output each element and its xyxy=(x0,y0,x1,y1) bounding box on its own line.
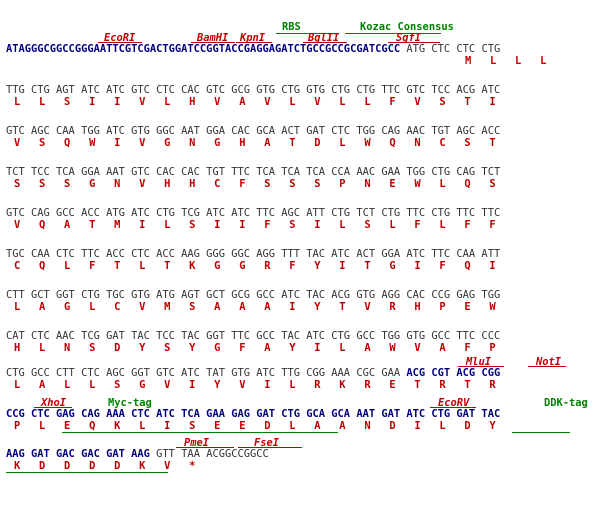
codon-line-10: AAG GAT GAC GAC GAT AAG GTT TAA ACGGCCGG… xyxy=(6,448,269,460)
ddk-tag-underline-1 xyxy=(512,432,570,433)
sgfi-label: SgfI xyxy=(396,32,422,44)
codon-line-5: TGC CAA CTC TTC ACC CTC ACC AAG GGG GGC … xyxy=(6,248,501,260)
codon-line-1: TTG CTG AGT ATC ATC GTC CTC CAC GTC GCG … xyxy=(6,84,501,96)
ddk-tag-underline-2 xyxy=(6,472,168,473)
myc-tag-underline xyxy=(62,432,338,433)
rbs-label: RBS xyxy=(282,21,301,33)
ecori-label: EcoRI xyxy=(104,32,136,44)
codon-line-7: CAT CTC AAC TCG GAT TAC TCC TAC GGT TTC … xyxy=(6,330,501,342)
bamhi-label: BamHI xyxy=(197,32,229,44)
codon-line-8-linker: ACG CGT ACG CGG xyxy=(406,367,501,379)
kozac-label: Kozac Consensus xyxy=(360,21,454,33)
pmei-overline xyxy=(176,447,234,448)
aa-line-4: V Q A T M I L S I I F S I L S L F L F F xyxy=(14,219,496,231)
header-leader-seq: ATAGGGCGGCCGGGAATTCGTCGACTGGATCCGGTACCGA… xyxy=(6,43,401,55)
codon-line-4: GTC CAG GCC ACC ATG ATC CTG TCG ATC ATC … xyxy=(6,207,501,219)
header-codons: ATG CTC CTC CTG xyxy=(406,43,501,55)
rbs-overline xyxy=(276,33,339,34)
codon-line-8: CTG GCC CTT CTC AGC GGT GTC ATC TAT GTG … xyxy=(6,367,500,379)
kpni-label: KpnI xyxy=(240,32,266,44)
codon-line-2: GTC AGC CAA TGG ATC GTG GGC AAT GGA CAC … xyxy=(6,125,501,137)
aa-line-7: H L N S D Y S Y G F A Y I L A W V A F P xyxy=(14,342,496,354)
aa-line-6: L A G L C V M S A A A I Y T V R H P E W xyxy=(14,301,496,313)
aa-line-1: L L S I I V L H V A V L V L L F V S T I xyxy=(14,96,496,108)
sgfi-overline xyxy=(388,42,440,43)
codon-line-8-orf: CTG GCC CTT CTC AGC GGT GTC ATC TAT GTG … xyxy=(6,367,401,379)
xhoi-label: XhoI xyxy=(41,397,67,409)
kpni-overline xyxy=(236,42,272,43)
mlui-overline xyxy=(458,366,504,367)
noti-overline xyxy=(528,366,566,367)
xhoi-overline xyxy=(34,407,72,408)
bglii-label: BglII xyxy=(308,32,340,44)
pmei-label: PmeI xyxy=(184,437,210,449)
aa-line-5: C Q L F T L T K G G R F Y I T G I F Q I xyxy=(14,260,496,272)
codon-line-9: CCG CTC GAG CAG AAA CTC ATC TCA GAA GAG … xyxy=(6,408,500,420)
bamhi-overline xyxy=(191,42,235,43)
header-aa: M L L L xyxy=(465,55,547,67)
codon-line-9-tags: CCG CTC GAG CAG AAA CTC ATC TCA GAA GAG … xyxy=(6,408,501,420)
noti-label: NotI xyxy=(536,356,562,368)
fsei-label: FseI xyxy=(254,437,280,449)
fsei-overline xyxy=(238,447,302,448)
bglii-overline xyxy=(303,42,347,43)
aa-line-3: S S S G N V H H C F S S S P N E W L Q S xyxy=(14,178,496,190)
codon-line-3: TCT TCC TCA GGA AAT GTC CAC CAC TGT TTC … xyxy=(6,166,501,178)
ecorv-label: EcoRV xyxy=(438,397,470,409)
aa-line-8: L A L L S G V I Y V I L R K R E T R T R xyxy=(14,379,496,391)
aa-line-10: K D D D D K V * xyxy=(14,460,196,472)
kozac-overline xyxy=(345,33,441,34)
codon-line-10-stop: GTT TAA ACGGCCGGCC xyxy=(156,448,269,460)
ecori-overline xyxy=(98,42,142,43)
myc-tag-label: Myc-tag xyxy=(108,397,152,409)
ddk-tag-label: DDK-tag xyxy=(544,397,588,409)
codon-line-6: CTT GCT GGT CTG TGC GTG ATG AGT GCT GCG … xyxy=(6,289,501,301)
aa-line-2: V S Q W I V G N G H A T D L W Q N C S T xyxy=(14,137,496,149)
mlui-label: MluI xyxy=(466,356,492,368)
header-sequence: ATAGGGCGGCCGGGAATTCGTCGACTGGATCCGGTACCGA… xyxy=(6,43,500,55)
ecorv-overline xyxy=(430,407,476,408)
codon-line-10-ddk: AAG GAT GAC GAC GAT AAG xyxy=(6,448,150,460)
aa-line-9: P L E Q K L I S E E D L A A N D I L D Y xyxy=(14,420,496,432)
